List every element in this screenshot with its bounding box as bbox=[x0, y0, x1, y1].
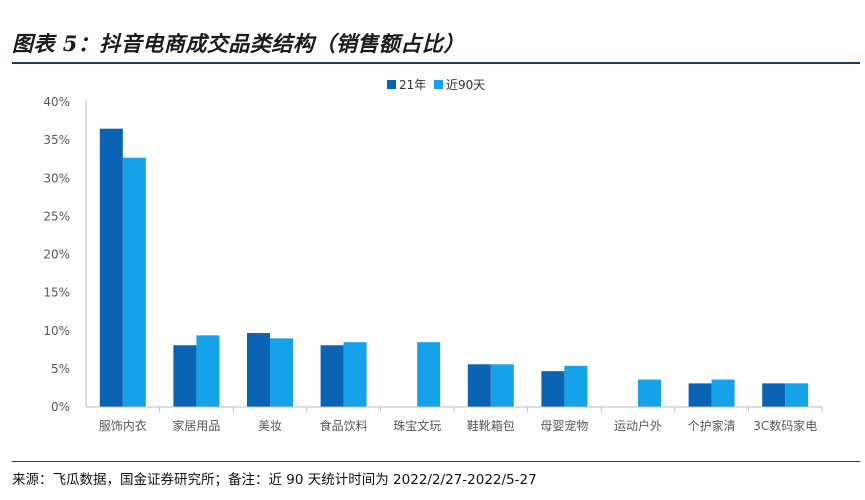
x-tick-label: 珠宝文玩 bbox=[393, 418, 441, 433]
bar-series-1 bbox=[247, 333, 270, 407]
legend-label: 近90天 bbox=[446, 78, 485, 92]
legend-swatch bbox=[387, 80, 396, 89]
bar-series-1 bbox=[99, 128, 123, 407]
bar-series-2 bbox=[343, 342, 367, 407]
x-tick-label: 服饰内衣 bbox=[99, 418, 147, 433]
y-tick-label: 20% bbox=[43, 248, 70, 262]
legend-label: 21年 bbox=[399, 78, 426, 92]
bar-series-1 bbox=[688, 383, 712, 407]
footer-divider bbox=[12, 461, 860, 462]
bar-series-1 bbox=[762, 383, 786, 407]
source-note: 来源：飞瓜数据，国金证券研究所；备注：近 90 天统计时间为 2022/2/27… bbox=[12, 472, 537, 488]
y-tick-label: 15% bbox=[43, 286, 70, 300]
bar-series-2 bbox=[122, 157, 146, 407]
bar-series-1 bbox=[173, 345, 197, 407]
bar-series-1 bbox=[320, 345, 344, 407]
page-title: 图表 5：抖音电商成交品类结构（销售额占比） bbox=[12, 31, 465, 56]
x-tick-label: 运动户外 bbox=[614, 418, 662, 433]
bar-series-2 bbox=[711, 379, 735, 407]
bar-series-2 bbox=[270, 338, 293, 407]
bars bbox=[99, 128, 809, 407]
bar-series-2 bbox=[196, 335, 220, 407]
x-tick-label: 3C数码家电 bbox=[753, 418, 817, 433]
bar-series-2 bbox=[490, 364, 514, 407]
bar-series-2 bbox=[785, 383, 809, 407]
x-tick-label: 个护家清 bbox=[688, 418, 736, 433]
y-tick-label: 35% bbox=[43, 133, 70, 147]
legend: 21年 近90天 bbox=[387, 78, 485, 92]
x-tick-label: 母婴宠物 bbox=[540, 418, 588, 433]
x-axis: 服饰内衣 家居用品 美妆 食品饮料 珠宝文玩 鞋靴箱包 母婴宠物 运动户外 个护家清 3C数码家电 bbox=[86, 406, 823, 433]
legend-swatch bbox=[434, 80, 443, 89]
y-tick-label: 5% bbox=[51, 362, 70, 376]
x-tick-label: 美妆 bbox=[258, 419, 282, 433]
bar-chart: 21年 近90天 0% 5% 10% 15% 20% 25% 30% 35% 40% 服饰内衣 家居… bbox=[43, 78, 823, 433]
y-axis: 0% 5% 10% 15% 20% 25% 30% 35% 40% bbox=[43, 95, 87, 414]
y-tick-label: 25% bbox=[43, 209, 70, 223]
y-tick-label: 30% bbox=[43, 171, 70, 185]
y-tick-label: 10% bbox=[43, 324, 70, 338]
bar-series-2 bbox=[638, 379, 661, 407]
bar-series-2 bbox=[564, 365, 588, 407]
x-tick-label: 食品饮料 bbox=[320, 418, 368, 433]
title-divider bbox=[12, 62, 860, 64]
bar-series-1 bbox=[541, 371, 565, 407]
y-tick-label: 0% bbox=[51, 400, 70, 414]
bar-series-2 bbox=[417, 342, 441, 407]
x-tick-label: 家居用品 bbox=[172, 418, 220, 433]
x-tick-label: 鞋靴箱包 bbox=[467, 418, 515, 433]
y-tick-label: 40% bbox=[43, 95, 70, 109]
bar-series-1 bbox=[467, 364, 491, 407]
